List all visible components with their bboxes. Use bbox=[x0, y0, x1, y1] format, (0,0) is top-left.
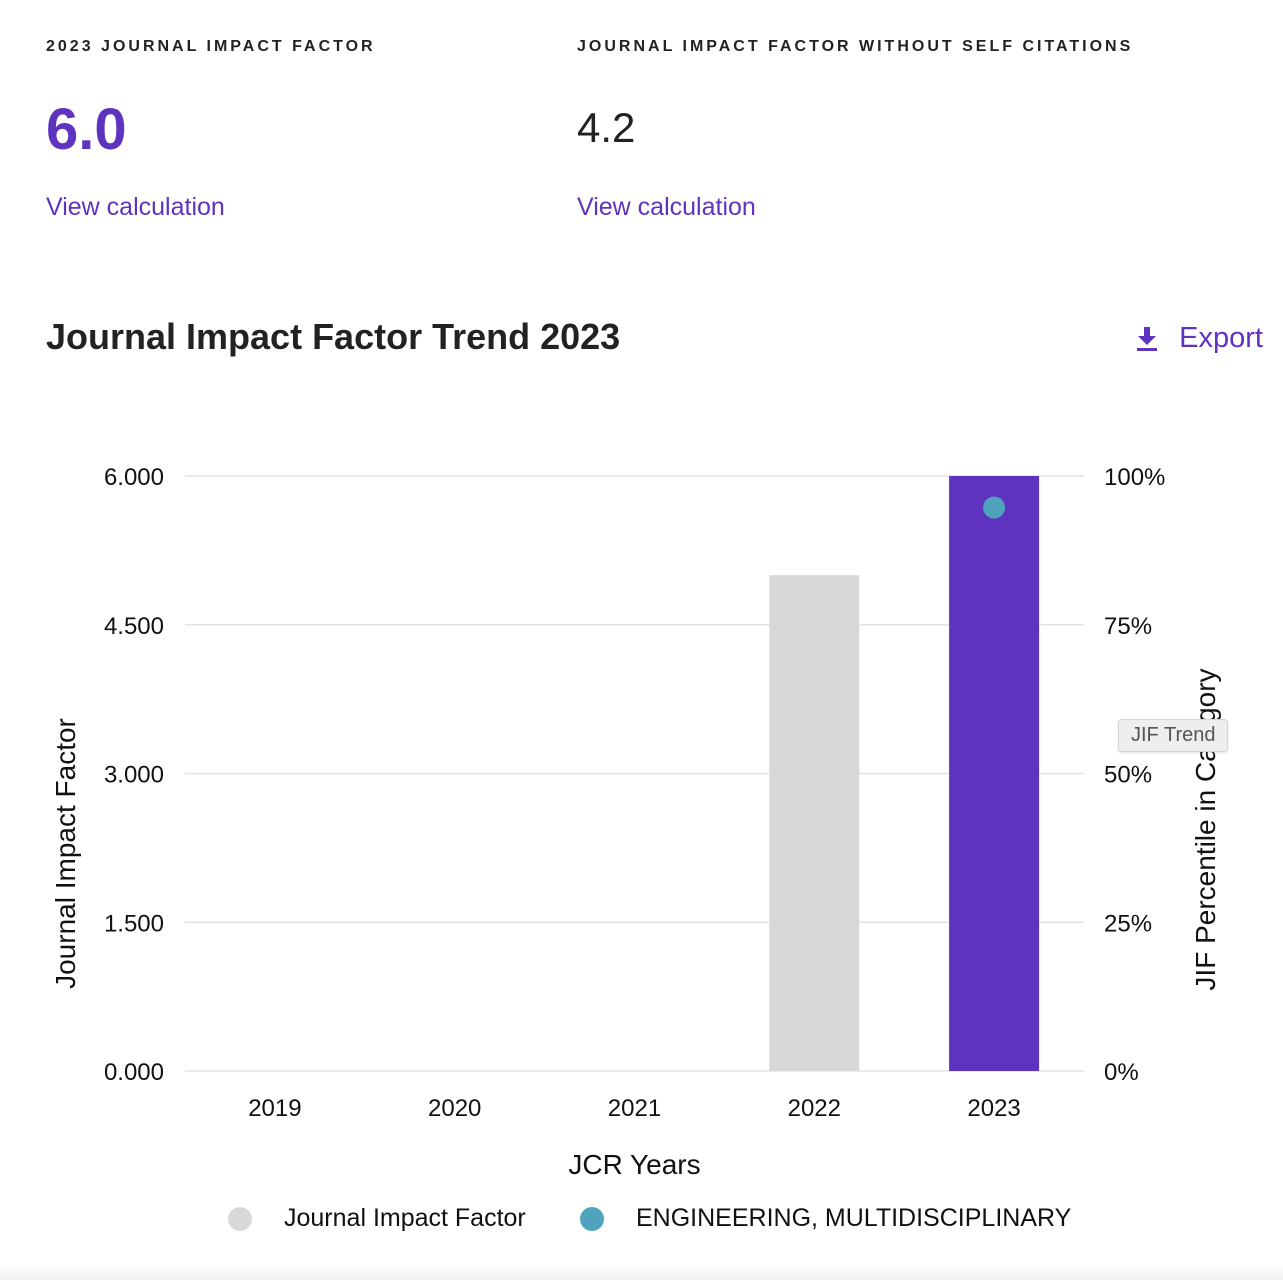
x-axis-ticks: 2019 2020 2021 2022 2023 bbox=[248, 1095, 1021, 1122]
y-tick-label: 1.500 bbox=[104, 910, 164, 937]
y2-tick-label: 75% bbox=[1104, 613, 1152, 640]
y-tick-label: 0.000 bbox=[104, 1059, 164, 1086]
chart-grid bbox=[185, 475, 1084, 1072]
jif-value: 6.0 bbox=[46, 97, 127, 162]
x-tick-label: 2023 bbox=[967, 1095, 1020, 1122]
y-tick-label: 4.500 bbox=[104, 613, 164, 640]
jif-without-self-citations-view-calculation-link[interactable]: View calculation bbox=[577, 193, 756, 221]
x-tick-label: 2021 bbox=[608, 1095, 661, 1122]
left-axis-ticks: 0.000 1.500 3.000 4.500 6.000 bbox=[104, 464, 164, 1086]
legend-label-journal-impact-factor: Journal Impact Factor bbox=[284, 1204, 526, 1232]
legend-item-engineering-multidisciplinary[interactable]: ENGINEERING, MULTIDISCIPLINARY bbox=[580, 1204, 1071, 1233]
jif-trend-chart: 0.000 1.500 3.000 4.500 6.000 0% 25% 50% 75% 100… bbox=[50, 464, 1221, 1180]
legend-label-engineering-multidisciplinary: ENGINEERING, MULTIDISCIPLINARY bbox=[636, 1204, 1072, 1232]
x-axis-label: JCR Years bbox=[568, 1149, 700, 1180]
x-tick-label: 2022 bbox=[788, 1095, 841, 1122]
jif-without-self-citations-metric: JOURNAL IMPACT FACTOR WITHOUT SELF CITAT… bbox=[577, 38, 1134, 221]
y2-axis-label: JIF Percentile in Category bbox=[1190, 668, 1221, 990]
x-tick-label: 2019 bbox=[248, 1095, 301, 1122]
y2-tick-label: 100% bbox=[1104, 464, 1165, 491]
y2-tick-label: 25% bbox=[1104, 910, 1152, 937]
y-tick-label: 6.000 bbox=[104, 464, 164, 491]
jif-without-self-citations-value: 4.2 bbox=[577, 104, 636, 151]
bar-2023[interactable] bbox=[949, 476, 1040, 1071]
y-tick-label: 3.000 bbox=[104, 762, 164, 789]
percentile-point-engineering-multidisciplinary-2023[interactable] bbox=[983, 496, 1006, 519]
y-axis-label: Journal Impact Factor bbox=[50, 718, 81, 989]
jif-view-calculation-link[interactable]: View calculation bbox=[46, 193, 225, 221]
legend-item-journal-impact-factor[interactable]: Journal Impact Factor bbox=[228, 1204, 526, 1233]
x-tick-label: 2020 bbox=[428, 1095, 481, 1122]
download-icon bbox=[1135, 326, 1159, 352]
jif-without-self-citations-label: JOURNAL IMPACT FACTOR WITHOUT SELF CITAT… bbox=[577, 38, 1134, 55]
right-axis-ticks: 0% 25% 50% 75% 100% bbox=[1104, 464, 1165, 1086]
y2-tick-label: 0% bbox=[1104, 1059, 1139, 1086]
export-button[interactable]: Export bbox=[1135, 322, 1263, 355]
bar-2022[interactable] bbox=[769, 575, 860, 1071]
legend-swatch-journal-impact-factor bbox=[228, 1206, 252, 1231]
legend-swatch-engineering-multidisciplinary bbox=[580, 1206, 604, 1231]
y2-tick-label: 50% bbox=[1104, 762, 1152, 789]
jif-trend-tooltip: JIF Trend bbox=[1118, 719, 1229, 752]
export-label: Export bbox=[1179, 322, 1263, 354]
chart-bars bbox=[769, 476, 1040, 1071]
page-bottom-shadow bbox=[0, 1262, 1283, 1280]
chart-points bbox=[983, 496, 1006, 519]
trend-title: Journal Impact Factor Trend 2023 bbox=[46, 316, 621, 357]
jif-metric: 2023 JOURNAL IMPACT FACTOR 6.0 View calc… bbox=[46, 38, 376, 221]
jif-label: 2023 JOURNAL IMPACT FACTOR bbox=[46, 38, 376, 55]
